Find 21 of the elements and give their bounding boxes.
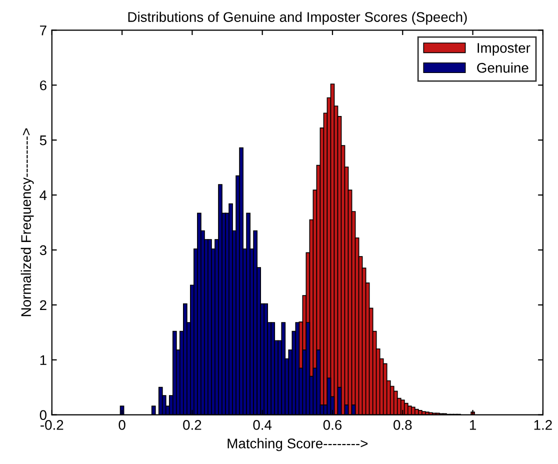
y-tick-label: 7	[40, 26, 46, 36]
y-axis-title: Normalized Frequency--------->	[20, 128, 34, 316]
chart-title: Distributions of Genuine and Imposter Scores (Speech)	[128, 12, 467, 25]
y-tick-label: 3	[40, 245, 46, 256]
x-tick-label: 0.2	[183, 420, 202, 430]
x-tick-label: 0.4	[253, 420, 272, 430]
y-tick-label: 0	[40, 410, 46, 420]
x-tick-label: 1	[470, 420, 476, 430]
y-tick-label: 6	[40, 80, 46, 90]
y-tick-label: 5	[40, 136, 46, 146]
x-axis-title: Matching Score-------->	[228, 438, 368, 452]
y-tick-label: 2	[40, 300, 46, 310]
y-tick-label: 1	[40, 355, 46, 365]
x-tick-label: -0.2	[40, 420, 64, 430]
x-tick-label: 0.6	[323, 420, 342, 430]
x-tick-label: 0	[118, 420, 126, 430]
legend-label: Imposter	[478, 43, 530, 56]
legend-label: Genuine	[477, 62, 528, 73]
x-tick-label: 0.8	[394, 420, 412, 430]
x-tick-label: 1.2	[534, 420, 552, 430]
y-tick-label: 4	[40, 190, 47, 200]
